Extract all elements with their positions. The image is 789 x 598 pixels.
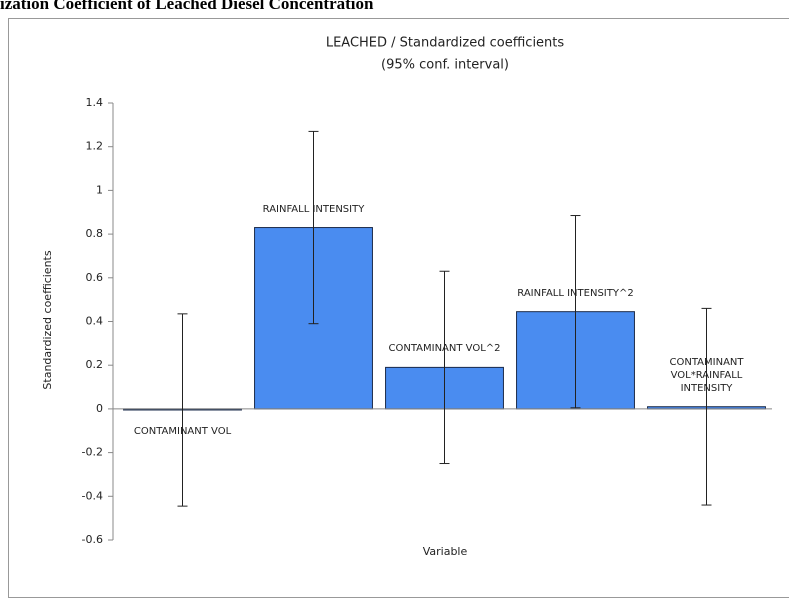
error-bar — [308, 130, 319, 325]
bar-label: RAINFALL INTENSITY — [262, 203, 365, 215]
y-tick-label: 1.2 — [86, 140, 104, 153]
y-axis-label: Standardized coefficients — [41, 250, 54, 389]
bar-label: RAINFALL INTENSITY^2 — [517, 287, 634, 299]
y-tick-label: -0.2 — [82, 446, 103, 459]
y-tick-label: 1 — [96, 183, 103, 196]
y-tick-label: 0.2 — [86, 358, 104, 371]
x-axis-label: Variable — [423, 545, 468, 558]
y-tick-label: -0.4 — [82, 489, 103, 502]
bar-label: CONTAMINANT VOL — [133, 425, 232, 437]
chart-title: LEACHED / Standardized coefficients — [326, 36, 565, 51]
chart: LEACHED / Standardized coefficients (95%… — [41, 36, 772, 558]
error-bar — [701, 307, 712, 506]
error-bar — [177, 313, 188, 507]
y-tick-label: 0.4 — [86, 315, 104, 328]
y-tick-label: 0.6 — [86, 271, 104, 284]
error-bar — [439, 270, 450, 465]
y-tick-label: -0.6 — [82, 533, 103, 546]
error-bar — [570, 215, 581, 409]
page-header: ization Coefficient of Leached Diesel Co… — [0, 0, 374, 13]
y-tick-label: 0.8 — [86, 227, 104, 240]
y-tick-label: 1.4 — [86, 96, 104, 109]
chart-subtitle: (95% conf. interval) — [381, 58, 509, 73]
bar-label: CONTAMINANT VOL^2 — [388, 343, 501, 355]
y-tick-label: 0 — [96, 402, 103, 415]
bar-label: CONTAMINANT VOL*RAINFALL INTENSITY — [669, 356, 744, 394]
